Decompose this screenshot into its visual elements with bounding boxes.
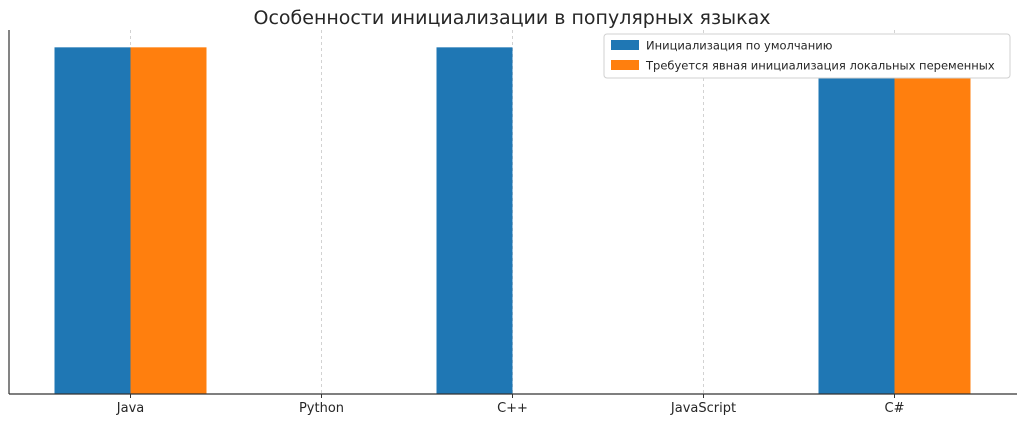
legend-label-explicit-init: Требуется явная инициализация локальных … [645, 59, 995, 73]
legend-swatch-default-init [611, 40, 639, 50]
bar-java-series-0 [54, 47, 131, 394]
x-tick-label: JavaScript [670, 401, 736, 416]
x-tick-label: Python [299, 401, 344, 416]
x-ticks: Java Python C++ JavaScript C# [116, 394, 905, 416]
legend-box [603, 33, 1011, 79]
legend-label-default-init: Инициализация по умолчанию [646, 39, 833, 53]
chart-title: Особенности инициализации в популярных я… [254, 7, 771, 29]
bar-c-series-0 [818, 47, 895, 394]
bar-c-series-1 [894, 47, 971, 394]
legend: Инициализация по умолчанию Требуется явн… [603, 33, 1011, 79]
x-tick-label: C++ [497, 401, 528, 416]
bars [54, 47, 971, 394]
bar-c-series-0 [436, 47, 513, 394]
x-tick-label: C# [885, 401, 905, 416]
bar-java-series-1 [130, 47, 207, 394]
x-tick-label: Java [116, 401, 144, 416]
legend-swatch-explicit-init [611, 60, 639, 70]
